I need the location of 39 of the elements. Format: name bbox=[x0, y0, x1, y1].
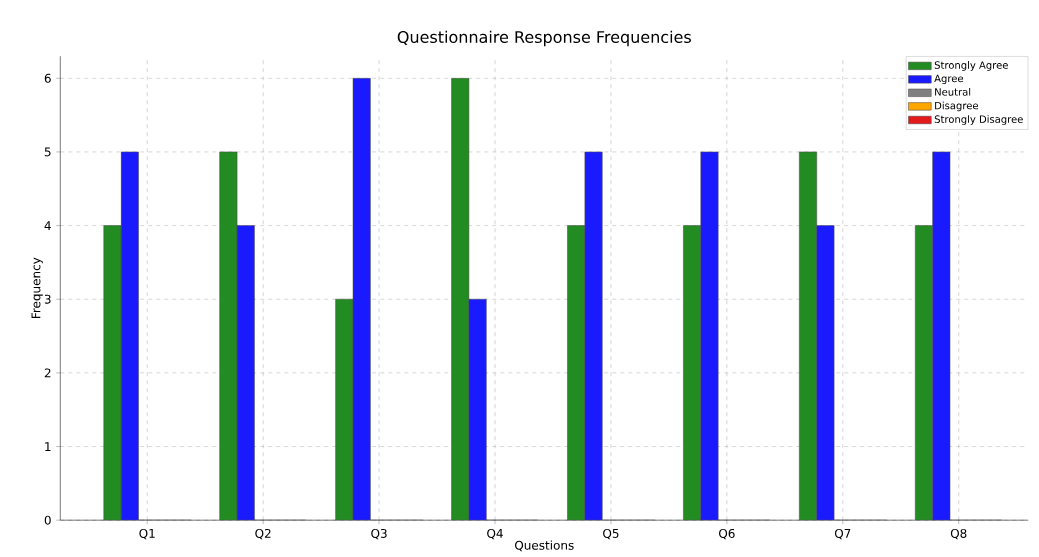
y-tick-label: 3 bbox=[44, 294, 51, 304]
x-tick-label: Q1 bbox=[139, 528, 155, 540]
chart-title: Questionnaire Response Frequencies bbox=[397, 30, 691, 47]
y-tick-label: 4 bbox=[44, 221, 51, 230]
bar bbox=[219, 151, 238, 521]
legend-label: Agree bbox=[934, 74, 964, 85]
legend-label: Neutral bbox=[935, 88, 971, 96]
legend-label: Strongly Disagree bbox=[934, 115, 1023, 125]
bar bbox=[584, 151, 603, 521]
bar bbox=[468, 298, 487, 521]
bar bbox=[683, 225, 702, 521]
x-tick-label: Q8 bbox=[950, 528, 967, 540]
bar bbox=[567, 225, 586, 521]
bar bbox=[451, 78, 470, 521]
y-axis-title: Frequency bbox=[31, 257, 43, 318]
legend-label: Disagree bbox=[935, 101, 978, 112]
y-tick-label: 5 bbox=[44, 147, 51, 157]
x-tick-label: Q4 bbox=[487, 528, 503, 540]
legend-label: Strongly Agree bbox=[934, 61, 1008, 71]
y-tick-label: 2 bbox=[44, 368, 51, 378]
x-tick-label: Q5 bbox=[603, 528, 619, 540]
x-tick-label: Q2 bbox=[255, 528, 271, 540]
bar bbox=[816, 225, 835, 521]
y-tick-label: 6 bbox=[44, 73, 51, 83]
bar bbox=[932, 151, 951, 521]
bar bbox=[700, 151, 719, 521]
y-tick-label: 0 bbox=[44, 515, 51, 525]
bar bbox=[236, 225, 255, 521]
x-tick-label: Q7 bbox=[834, 528, 851, 540]
x-tick-label: Q6 bbox=[719, 528, 735, 540]
y-tick-label: 1 bbox=[45, 442, 51, 451]
x-axis-title: Questions bbox=[515, 540, 574, 552]
bar bbox=[352, 78, 371, 521]
bar bbox=[799, 151, 817, 521]
bar bbox=[914, 225, 933, 521]
bar bbox=[103, 225, 122, 521]
x-tick-label: Q3 bbox=[371, 528, 387, 540]
bar bbox=[335, 298, 354, 521]
bar bbox=[120, 151, 139, 521]
